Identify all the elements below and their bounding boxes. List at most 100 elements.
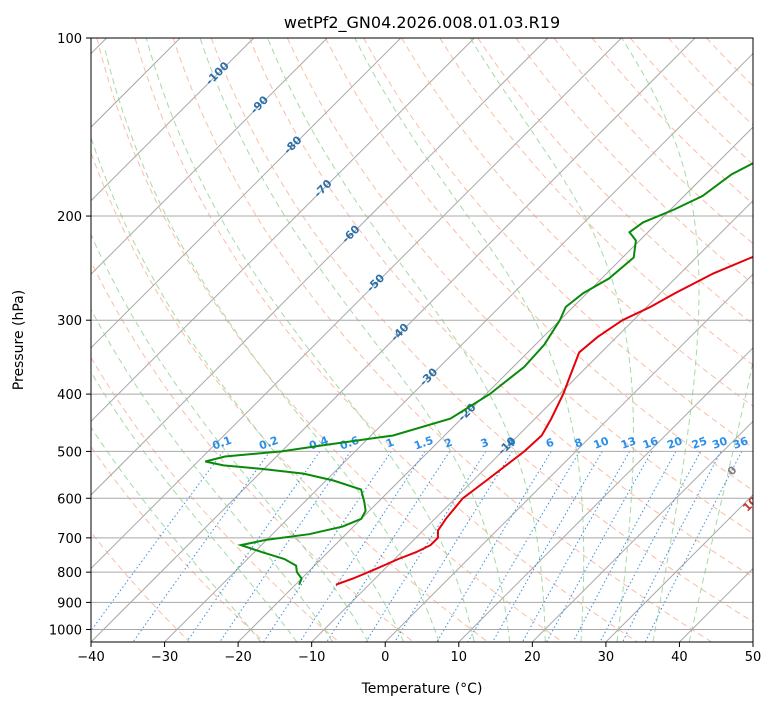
x-tick-label: −30: [151, 650, 178, 665]
moist-adiabat-line: [91, 426, 262, 642]
mixing-ratio-label: 30: [710, 434, 729, 452]
dry-adiabat-line: [248, 38, 753, 578]
dry-adiabat-line: [401, 38, 753, 407]
dry-adiabat-line: [134, 38, 638, 642]
mixing-ratio-label: 0.1: [211, 434, 234, 453]
dry-adiabat-line: [286, 38, 753, 535]
isotherm-line: [91, 38, 328, 275]
mixing-ratio-label: 10: [592, 434, 611, 452]
dry-adiabat-line: [91, 445, 265, 642]
mixing-ratio-label: 25: [690, 434, 709, 451]
plot-frame: [90, 37, 754, 643]
y-tick-label: 300: [57, 314, 82, 329]
y-tick-label: 600: [57, 492, 82, 507]
moist-adiabat-line: [91, 233, 369, 642]
dry-adiabat-line: [91, 151, 489, 642]
dry-adiabat-line: [553, 38, 753, 245]
plot-area: 0.1 0.2 0.4 0.6 1 1.5 2 3 4 6 8 10 13 16 20 25 30 36-100-…: [91, 38, 775, 642]
mixing-ratio-label: 2: [443, 436, 455, 451]
x-tick-label: 0: [381, 650, 389, 665]
isotherm-line: [384, 273, 753, 642]
mixing-ratio-line: [546, 451, 653, 642]
dry-adiabat-lines: [91, 38, 753, 642]
dry-adiabat-line: [172, 38, 713, 642]
dry-adiabat-line: [91, 531, 191, 642]
y-tick-label: 700: [57, 532, 82, 547]
isotherm-line: [91, 38, 475, 423]
mixing-ratio-line: [572, 451, 677, 642]
dry-adiabat-line: [591, 38, 753, 205]
isotherm-line: [91, 38, 402, 349]
y-tick-label: 400: [57, 388, 82, 403]
dry-adiabat-line: [91, 356, 340, 642]
mixing-ratio-line: [186, 451, 321, 642]
mixing-ratio-label: 13: [619, 434, 638, 451]
mixing-ratio-line: [91, 451, 224, 632]
x-axis-label: Temperature (°C): [361, 681, 483, 697]
isotherm-line: [91, 38, 255, 202]
isotherm-line: [605, 494, 753, 642]
dry-adiabat-line: [325, 38, 753, 491]
isotherm-line: [91, 38, 696, 642]
moist-adiabat-line: [145, 38, 475, 642]
isotherm-line: [458, 347, 753, 642]
dry-adiabat-line: [96, 38, 563, 642]
mixing-ratio-label: 16: [641, 434, 660, 452]
x-tick-label: −40: [77, 650, 104, 665]
isotherm-line: [752, 641, 753, 642]
pressure-grid-lines: [91, 38, 753, 630]
mixing-ratio-label: 1.5: [412, 434, 435, 453]
y-tick-label: 1000: [49, 623, 82, 638]
dry-adiabat-line: [668, 38, 753, 126]
x-axis-ticks: −40 −30 −20 −10 0 10 20 30 40 50: [77, 642, 761, 665]
dry-adiabat-line: [477, 38, 753, 325]
dry-adiabat-label: 10: [740, 494, 760, 514]
mixing-ratio-line: [365, 451, 487, 642]
y-tick-label: 100: [57, 32, 82, 47]
mixing-ratio-label: 4: [505, 436, 517, 451]
y-tick-label: 800: [57, 566, 82, 581]
mixing-ratio-label: 0.4: [307, 434, 330, 453]
moist-adiabat-lines: [91, 38, 753, 642]
mixing-ratio-lines: [91, 451, 743, 642]
dewpoint-profile-line: [205, 162, 753, 586]
mixing-ratio-label: 8: [573, 436, 585, 451]
dry-adiabat-label: 20: [755, 527, 775, 547]
chart-title: wetPf2_GN04.2026.008.01.03.R19: [284, 13, 560, 33]
mixing-ratio-label: 20: [665, 434, 684, 452]
isotherm-lines: [91, 38, 753, 642]
mixing-ratio-line: [326, 451, 451, 642]
isotherm-line: [91, 38, 549, 496]
x-tick-label: 10: [451, 650, 468, 665]
moist-adiabat-line: [91, 308, 334, 642]
moist-adiabat-line: [199, 38, 511, 642]
mixing-ratio-line: [394, 451, 513, 642]
mixing-ratio-label: 0.2: [257, 434, 280, 453]
x-tick-label: 20: [524, 650, 541, 665]
mixing-ratio-line: [644, 451, 743, 642]
mixing-ratio-line: [132, 451, 271, 642]
isotherm-line: [164, 52, 753, 642]
dry-adiabat-label: 30: [768, 558, 775, 578]
isotherm-line: [91, 38, 622, 570]
mixing-ratio-label: 0.6: [338, 434, 361, 453]
dry-adiabat-line: [439, 38, 753, 366]
x-tick-label: −10: [298, 650, 325, 665]
x-tick-label: 30: [598, 650, 615, 665]
isotherm-line: [237, 126, 753, 642]
x-tick-label: 40: [671, 650, 688, 665]
y-tick-label: 200: [57, 210, 82, 225]
moist-adiabat-line: [469, 38, 634, 642]
x-tick-label: 50: [745, 650, 762, 665]
mixing-ratio-line: [299, 451, 426, 642]
mixing-ratio-line: [436, 451, 552, 642]
moist-adiabat-line: [104, 50, 440, 642]
mixing-ratio-line: [599, 451, 702, 642]
moist-adiabat-line: [354, 38, 585, 642]
mixing-ratio-label: 6: [544, 436, 556, 451]
mixing-ratio-line: [622, 451, 722, 642]
mixing-ratio-line: [467, 451, 581, 642]
isotherm-line: [531, 420, 753, 642]
isotherm-line: [679, 567, 753, 642]
